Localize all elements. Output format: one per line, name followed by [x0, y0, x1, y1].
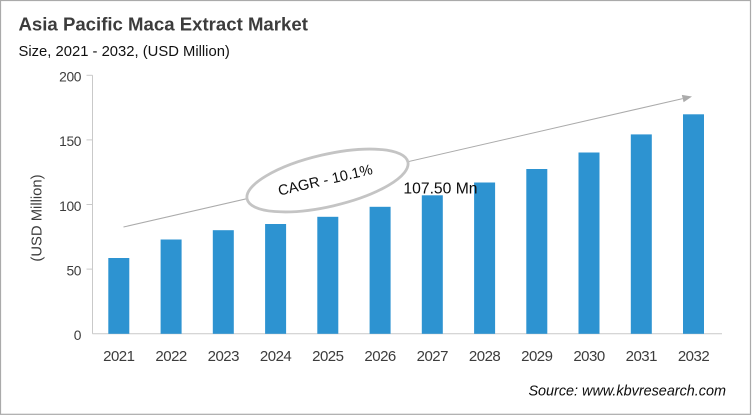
svg-text:2026: 2026 — [364, 348, 396, 365]
svg-text:2022: 2022 — [155, 348, 187, 365]
svg-text:2023: 2023 — [208, 348, 240, 365]
svg-text:2031: 2031 — [626, 348, 658, 365]
svg-text:Source: www.kbvresearch.com: Source: www.kbvresearch.com — [528, 384, 726, 400]
svg-text:Size, 2021 - 2032, (USD Millio: Size, 2021 - 2032, (USD Million) — [19, 44, 230, 60]
svg-text:2032: 2032 — [678, 348, 710, 365]
svg-text:200: 200 — [59, 70, 82, 85]
svg-text:2027: 2027 — [417, 348, 449, 365]
svg-text:150: 150 — [59, 134, 82, 149]
svg-text:2024: 2024 — [260, 348, 292, 365]
svg-text:2029: 2029 — [521, 348, 553, 365]
svg-text:0: 0 — [74, 328, 82, 343]
svg-text:50: 50 — [66, 263, 81, 278]
svg-text:107.50 Mn: 107.50 Mn — [403, 181, 477, 198]
svg-text:(USD Million): (USD Million) — [30, 174, 46, 261]
svg-text:2021: 2021 — [103, 348, 135, 365]
svg-text:2025: 2025 — [312, 348, 344, 365]
svg-text:2028: 2028 — [469, 348, 501, 365]
svg-text:Asia Pacific Maca Extract Mark: Asia Pacific Maca Extract Market — [19, 13, 308, 34]
svg-text:2030: 2030 — [573, 348, 605, 365]
svg-text:100: 100 — [59, 199, 82, 214]
